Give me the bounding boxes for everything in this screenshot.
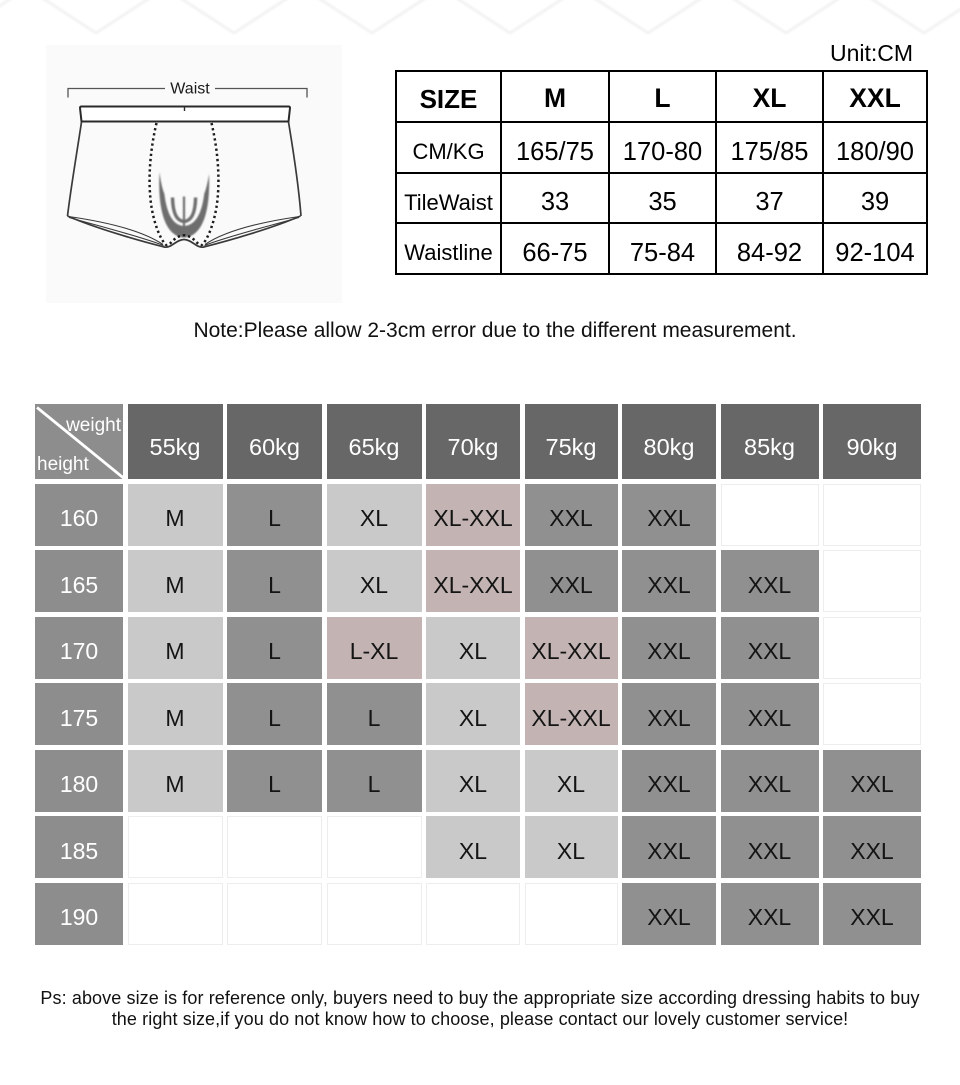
svg-text:weight: weight [65, 415, 122, 436]
svg-text:Waist: Waist [170, 81, 210, 98]
svg-text:height: height [37, 454, 89, 475]
